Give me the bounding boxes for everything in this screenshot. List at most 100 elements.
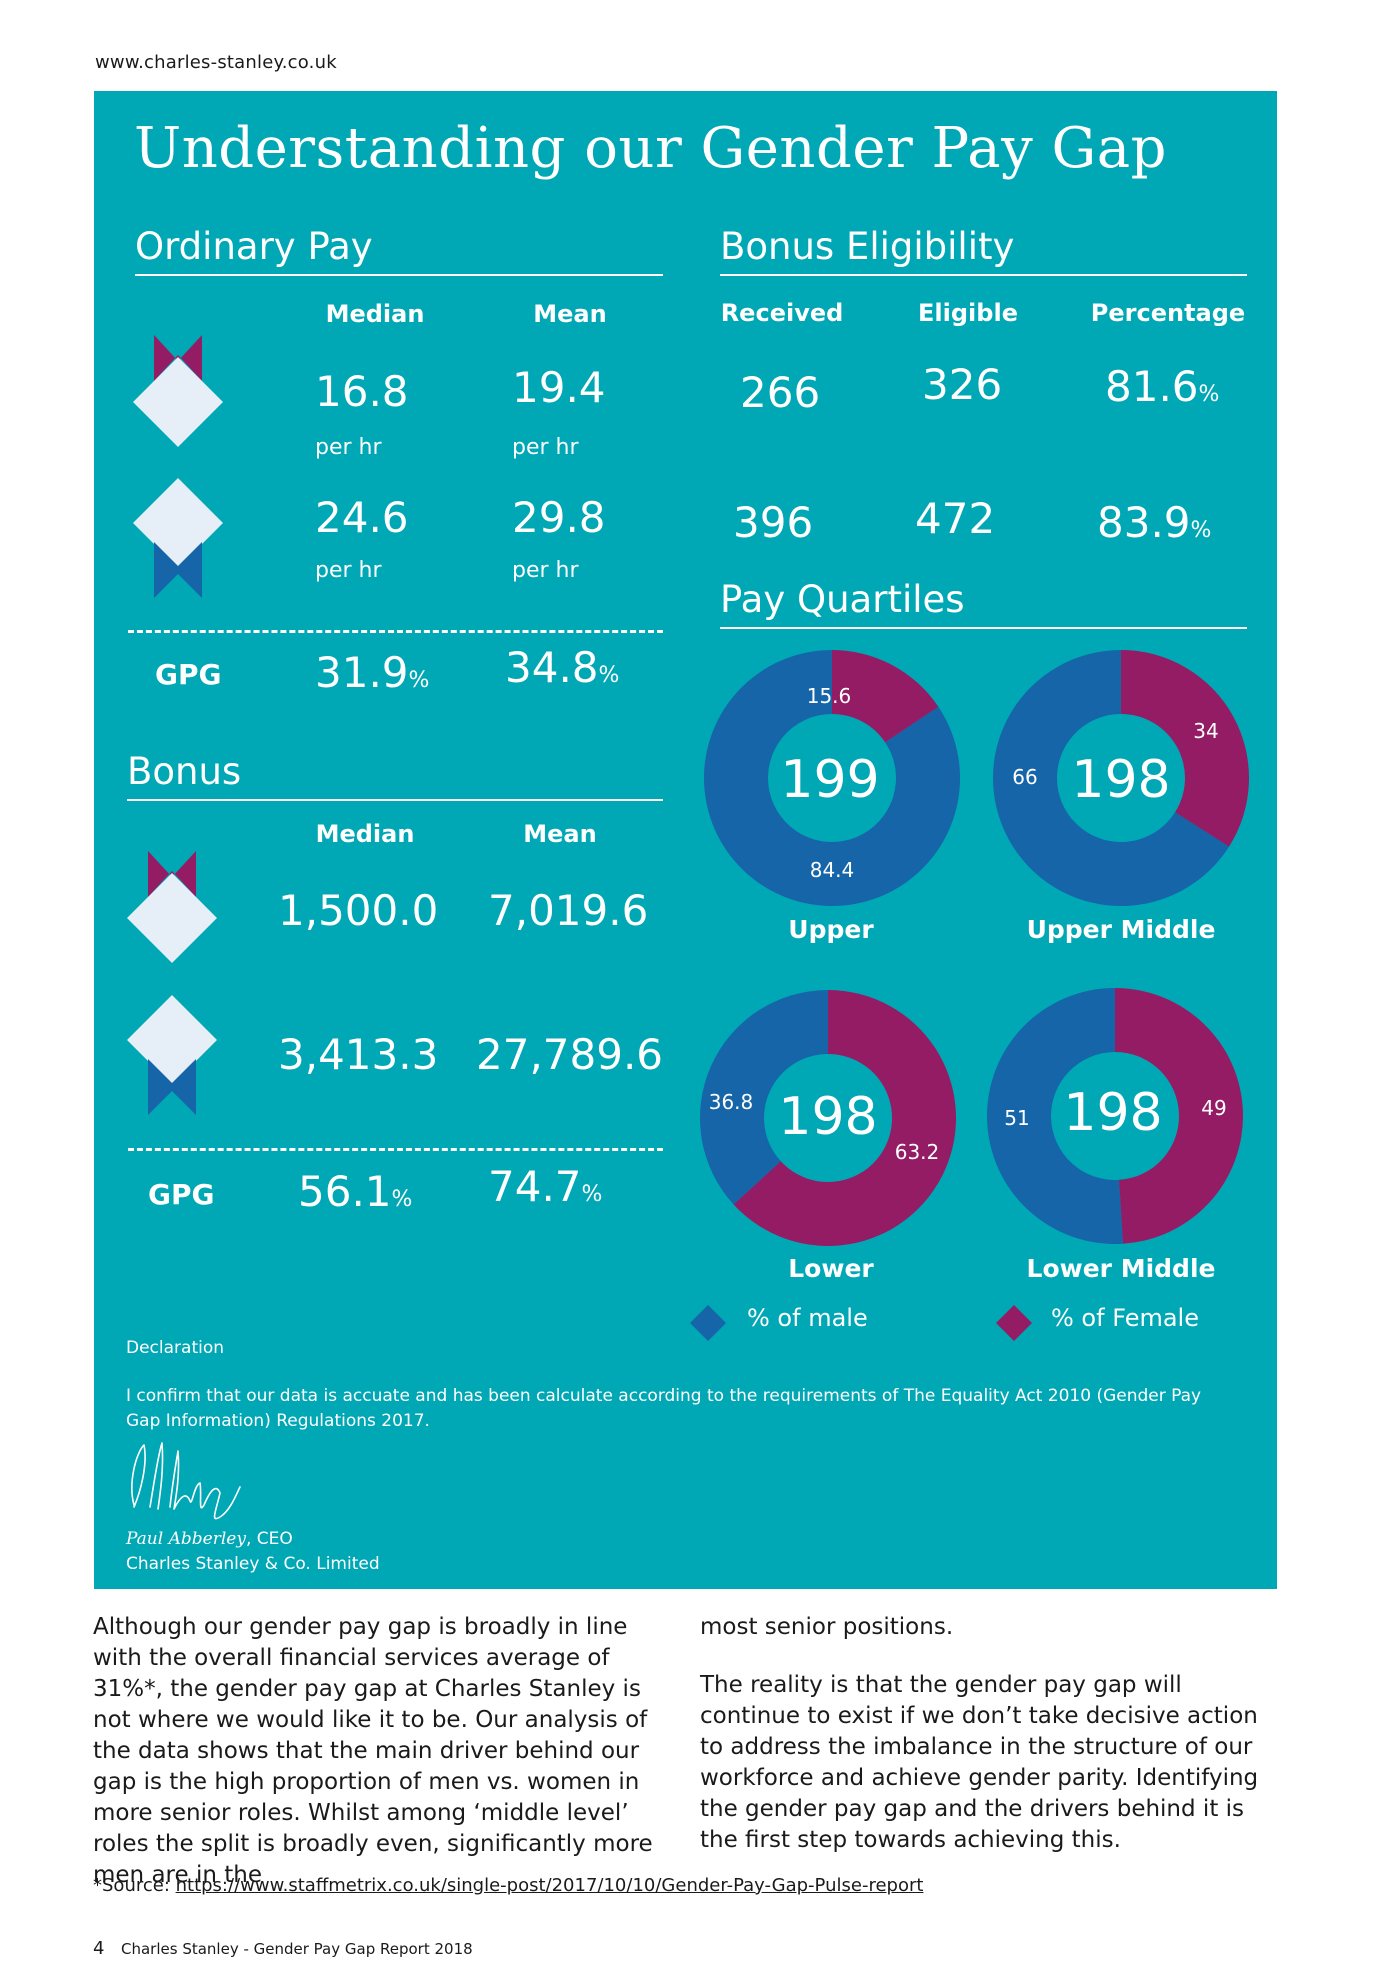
bonus-female-median: 1,500.0 (278, 886, 439, 935)
bonus-gpg-divider (128, 1148, 663, 1151)
bonus-heading: Bonus (127, 750, 242, 793)
signature-image (131, 1442, 241, 1520)
bonus-gpg-mean: 74.7% (488, 1162, 603, 1211)
ordinary-female-median-unit: per hr (315, 435, 382, 460)
site-url[interactable]: www.charles-stanley.co.uk (95, 52, 337, 73)
donut-upper-female-segment (832, 650, 939, 743)
bonus-eligibility-rule (720, 274, 1247, 276)
donut-lower-middle-female-label: 49 (1201, 1096, 1226, 1120)
ordinary-male-median-unit: per hr (315, 558, 382, 583)
female-bonus-received: 266 (740, 368, 821, 417)
document-title: Charles Stanley - Gender Pay Gap Report … (121, 1940, 473, 1958)
body-column-2-p2: The reality is that the gender pay gap w… (700, 1672, 1259, 1853)
legend-female-label: % of Female (1051, 1304, 1199, 1332)
ordinary-gpg-median: 31.9% (315, 648, 430, 697)
ordinary-male-mean: 29.8 (512, 493, 606, 542)
female-bonus-percentage: 81.6% (1105, 362, 1220, 411)
eligible-header: Eligible (918, 299, 1018, 327)
donut-lower-middle-female-segment (1115, 988, 1243, 1244)
bonus-gpg-median: 56.1% (298, 1167, 413, 1216)
donut-upper-middle-total: 198 (1071, 750, 1170, 810)
donut-upper-middle-male-segment (993, 650, 1230, 906)
donut-lower-female-label: 63.2 (895, 1140, 940, 1164)
donut-upper-middle-female-label: 34 (1193, 719, 1218, 743)
donut-upper-middle-female-segment (1121, 650, 1249, 847)
donut-upper-male-segment (704, 650, 960, 906)
ordinary-male-mean-unit: per hr (512, 558, 579, 583)
bonus-eligibility-heading: Bonus Eligibility (720, 225, 1015, 268)
legend-male-label: % of male (747, 1304, 868, 1332)
donut-upper-total: 199 (780, 750, 879, 810)
received-header: Received (720, 299, 844, 327)
donut-upper-middle: 66 34 198 (993, 650, 1249, 906)
bonus-male-bow-shape (148, 1059, 196, 1115)
donut-lower-middle-total: 198 (1063, 1083, 1162, 1143)
bonus-male-median: 3,413.3 (278, 1030, 439, 1079)
donut-lower-female-segment (733, 990, 956, 1246)
signatory-role: , CEO (245, 1529, 293, 1549)
quartile-label-upper-middle: Upper Middle (1026, 915, 1216, 944)
female-bonus-eligible: 326 (922, 360, 1003, 409)
source-note: *Source: https://www.staffmetrix.co.uk/s… (93, 1875, 923, 1896)
ordinary-gpg-divider (128, 630, 663, 633)
ordinary-pay-heading: Ordinary Pay (135, 225, 373, 268)
declaration-heading: Declaration (126, 1338, 225, 1358)
donut-lower-middle-male-segment (987, 988, 1124, 1244)
bonus-rule (127, 799, 663, 801)
ordinary-gpg-label: GPG (155, 658, 222, 691)
female-diamond-shape (133, 357, 223, 447)
quartile-label-lower-middle: Lower Middle (1026, 1254, 1216, 1283)
source-label: *Source: (93, 1875, 176, 1896)
bonus-gpg-label: GPG (148, 1178, 215, 1211)
bonus-female-mean: 7,019.6 (488, 886, 649, 935)
body-column-1: Although our gender pay gap is broadly i… (93, 1614, 653, 1888)
donut-lower-middle: 51 49 198 (987, 988, 1243, 1244)
donut-lower-total: 198 (778, 1087, 877, 1147)
quartile-label-lower: Lower (788, 1254, 874, 1283)
donut-upper-middle-male-label: 66 (1012, 765, 1037, 789)
bonus-male-icon (127, 995, 217, 1115)
male-diamond-shape (133, 478, 223, 568)
signatory-line: Paul Abberley, CEO (126, 1527, 293, 1552)
ordinary-median-header: Median (325, 300, 425, 328)
donut-lower: 36.8 63.2 198 (700, 990, 956, 1246)
bonus-mean-header: Mean (523, 820, 597, 848)
donut-lower-middle-male-label: 51 (1004, 1106, 1029, 1130)
bonus-male-mean: 27,789.6 (476, 1030, 664, 1079)
page-number: 4 (93, 1938, 105, 1959)
ordinary-male-median: 24.6 (315, 493, 409, 542)
legend-male-swatch (690, 1305, 726, 1341)
ordinary-female-mean: 19.4 (512, 363, 606, 412)
male-bonus-received: 396 (733, 498, 814, 547)
donut-upper-female-label: 15.6 (807, 684, 852, 708)
male-bonus-eligible: 472 (915, 494, 996, 543)
ordinary-gpg-mean: 34.8% (505, 643, 620, 692)
donut-upper-male-label: 84.4 (810, 858, 855, 882)
bonus-median-header: Median (315, 820, 415, 848)
panel-title: Understanding our Gender Pay Gap (134, 116, 1167, 181)
ordinary-female-mean-unit: per hr (512, 435, 579, 460)
ordinary-pay-rule (135, 274, 663, 276)
company-name: Charles Stanley & Co. Limited (126, 1554, 380, 1574)
donut-upper: 84.4 15.6 199 (704, 650, 960, 906)
bonus-male-diamond-shape (127, 995, 217, 1085)
donut-lower-male-segment (700, 990, 828, 1205)
male-icon (133, 478, 223, 598)
ordinary-female-median: 16.8 (315, 367, 409, 416)
pay-quartiles-heading: Pay Quartiles (720, 578, 965, 621)
body-column-2-p1: most senior positions. (700, 1614, 954, 1640)
source-link[interactable]: https://www.staffmetrix.co.uk/single-pos… (175, 1875, 924, 1896)
bonus-female-icon (127, 851, 217, 963)
pay-quartiles-rule (720, 627, 1247, 629)
signatory-name: Paul Abberley (126, 1529, 246, 1549)
male-bow-shape (154, 542, 202, 598)
percentage-header: Percentage (1090, 299, 1246, 327)
donut-lower-male-label: 36.8 (709, 1090, 754, 1114)
female-icon (133, 335, 223, 447)
bonus-female-diamond-shape (127, 873, 217, 963)
male-bonus-percentage: 83.9% (1097, 498, 1212, 547)
declaration-text: I confirm that our data is accuate and h… (126, 1386, 1202, 1431)
legend-female-swatch (996, 1305, 1032, 1341)
ordinary-mean-header: Mean (533, 300, 607, 328)
quartile-label-upper: Upper (788, 915, 874, 944)
